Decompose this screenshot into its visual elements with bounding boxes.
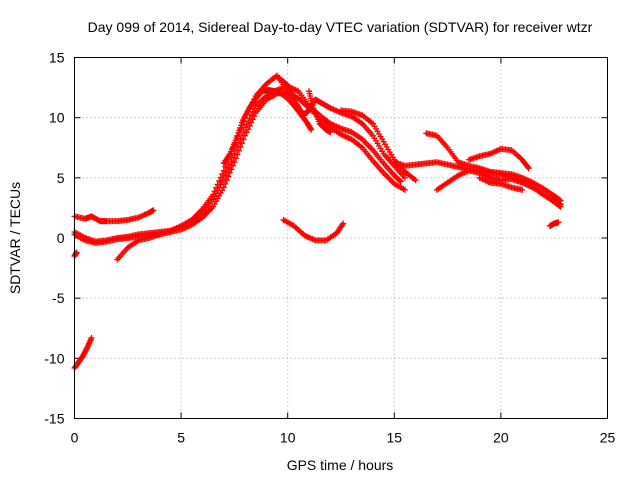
data-point (228, 157, 235, 164)
data-point (220, 176, 227, 183)
data-point (248, 119, 255, 126)
data-point (240, 128, 247, 135)
plot-frame (74, 57, 608, 419)
data-point (225, 165, 232, 172)
data-point (239, 140, 246, 147)
data-point (242, 132, 249, 139)
chart-title: Day 099 of 2014, Sidereal Day-to-day VTE… (88, 19, 593, 35)
data-point (210, 191, 217, 198)
data-point (213, 184, 220, 191)
data-point (245, 126, 252, 133)
data-point (222, 180, 229, 187)
y-tick-label: -10 (44, 350, 64, 366)
data-point (231, 159, 238, 166)
data-point (229, 154, 236, 161)
data-point (243, 129, 250, 136)
series-track-p (71, 334, 95, 371)
x-tick-label: 20 (493, 430, 509, 446)
data-point (232, 146, 239, 153)
data-point (557, 203, 564, 210)
data-point (524, 164, 531, 171)
data-point (396, 177, 403, 184)
y-tick-label: 10 (49, 110, 65, 126)
data-point (240, 136, 247, 143)
series-track-l (465, 145, 532, 172)
data-point (401, 174, 408, 181)
data-point (412, 177, 419, 184)
series-track-a (71, 207, 157, 225)
data-point (340, 220, 347, 227)
data-point (234, 143, 241, 150)
series-track-m (476, 174, 526, 193)
x-tick-label: 25 (600, 430, 616, 446)
data-point (249, 116, 256, 123)
data-point (228, 166, 235, 173)
y-axis-label: SDTVAR / TECUs (7, 182, 23, 294)
series-track-n (280, 216, 347, 244)
data-point (557, 197, 564, 204)
data-point (226, 170, 233, 177)
data-point (211, 188, 218, 195)
y-tick-label: 0 (57, 230, 65, 246)
data-point (217, 174, 224, 181)
series-track-k (433, 167, 564, 210)
data-point (235, 147, 242, 154)
data-point (219, 171, 226, 178)
data-point (226, 161, 233, 168)
data-point (525, 165, 532, 172)
data-point (225, 173, 232, 180)
x-tick-label: 0 (71, 430, 79, 446)
data-point (232, 155, 239, 162)
data-point (88, 334, 95, 341)
x-axis-label: GPS time / hours (287, 457, 394, 473)
series-track-q (71, 249, 80, 260)
data-point (222, 172, 229, 179)
x-tick-label: 10 (280, 430, 296, 446)
y-tick-label: 15 (49, 50, 65, 66)
x-tick-label: 15 (387, 430, 403, 446)
data-point (401, 186, 408, 193)
data-marks (71, 72, 564, 371)
data-point (220, 184, 227, 191)
data-point (220, 167, 227, 174)
series-track-o (546, 219, 562, 229)
data-point (150, 207, 157, 214)
y-tick-labels: -15 -10 -5 0 5 10 15 (44, 50, 64, 427)
x-tick-labels: 0 5 10 15 20 25 (71, 430, 616, 446)
data-point (239, 131, 246, 138)
y-tick-label: -15 (44, 411, 64, 427)
y-tick-label: 5 (57, 170, 65, 186)
data-point (519, 186, 526, 193)
data-point (397, 178, 404, 185)
x-tick-label: 5 (177, 430, 185, 446)
data-point (237, 144, 244, 151)
data-point (285, 83, 292, 90)
data-point (223, 168, 230, 175)
data-point (243, 121, 250, 128)
data-point (308, 126, 315, 133)
data-point (234, 151, 241, 158)
data-point (251, 113, 258, 120)
data-point (223, 177, 230, 184)
series-track-g (306, 88, 334, 136)
data-point (246, 122, 253, 129)
data-point (555, 219, 562, 226)
data-point (556, 203, 563, 210)
data-point (327, 129, 334, 136)
data-point (229, 162, 236, 169)
data-point (214, 181, 221, 188)
data-point (556, 197, 563, 204)
data-point (216, 177, 223, 184)
y-tick-label: -5 (52, 290, 65, 306)
